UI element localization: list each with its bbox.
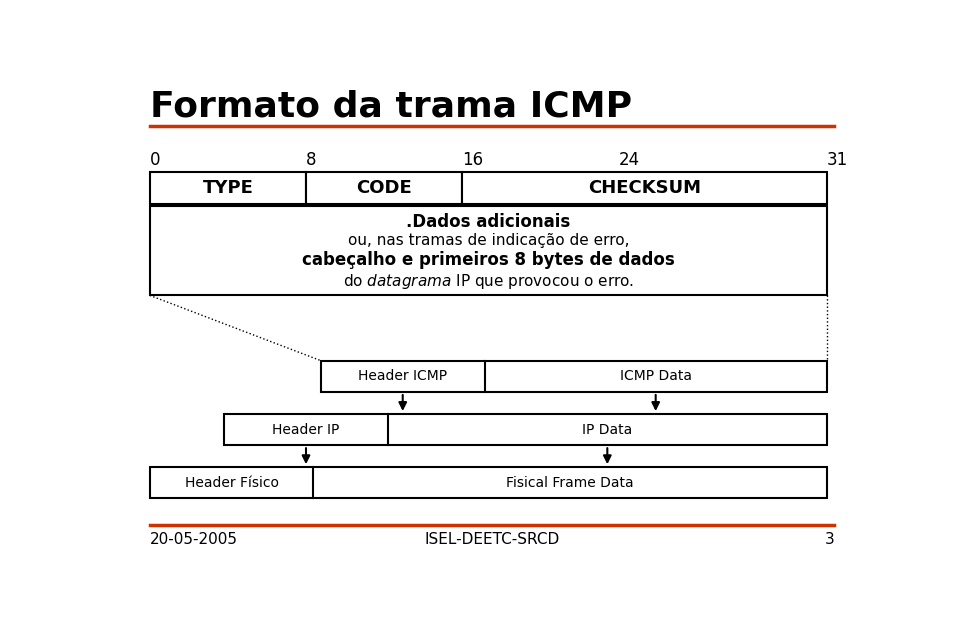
Text: ISEL-DEETC-SRCD: ISEL-DEETC-SRCD [424, 532, 560, 547]
Bar [150, 206, 827, 295]
Text: 8: 8 [306, 151, 317, 169]
Text: Formato da trama ICMP: Formato da trama ICMP [150, 90, 632, 124]
Bar [306, 172, 463, 203]
Text: TYPE: TYPE [203, 179, 253, 197]
Text: 0: 0 [150, 151, 160, 169]
Text: Fisical Frame Data: Fisical Frame Data [506, 476, 634, 490]
Text: IP Data: IP Data [582, 423, 633, 436]
Text: CHECKSUM: CHECKSUM [588, 179, 701, 197]
Text: do $\mathit{datagrama}$ IP que provocou o erro.: do $\mathit{datagrama}$ IP que provocou … [343, 271, 634, 291]
Text: ICMP Data: ICMP Data [620, 369, 691, 383]
Text: 24: 24 [618, 151, 639, 169]
Text: 3: 3 [825, 532, 834, 547]
Text: Header ICMP: Header ICMP [358, 369, 447, 383]
Bar [150, 172, 306, 203]
Text: cabeçalho e primeiros 8 bytes de dados: cabeçalho e primeiros 8 bytes de dados [301, 251, 675, 269]
Text: ou, nas tramas de indicação de erro,: ou, nas tramas de indicação de erro, [348, 234, 629, 248]
Text: Header IP: Header IP [273, 423, 340, 436]
Bar [150, 467, 827, 499]
Text: CODE: CODE [356, 179, 412, 197]
Text: 16: 16 [463, 151, 484, 169]
Bar [321, 360, 827, 392]
Text: 31: 31 [827, 151, 848, 169]
Bar [225, 414, 827, 445]
Text: Header Físico: Header Físico [184, 476, 278, 490]
Text: 20-05-2005: 20-05-2005 [150, 532, 238, 547]
Text: .Dados adicionais: .Dados adicionais [406, 213, 570, 231]
Bar [463, 172, 827, 203]
